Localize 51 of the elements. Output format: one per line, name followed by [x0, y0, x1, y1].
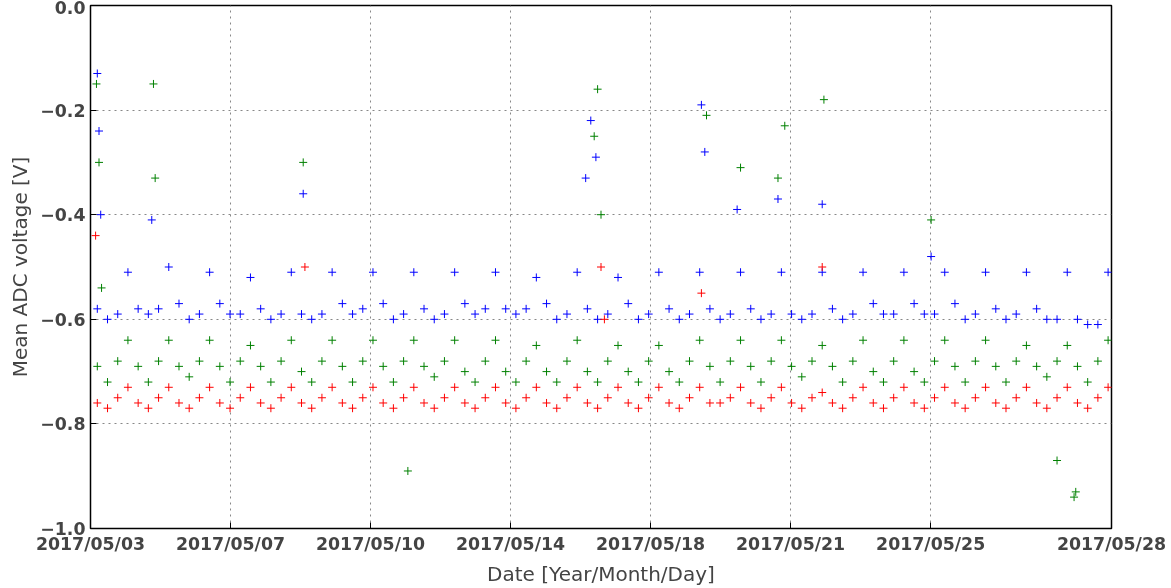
point — [403, 466, 413, 476]
point — [700, 147, 710, 157]
point — [147, 215, 157, 225]
point — [736, 163, 746, 173]
point — [817, 262, 827, 272]
point — [732, 204, 742, 214]
point — [596, 262, 606, 272]
point — [589, 131, 599, 141]
x-axis-title: Date [Year/Month/Day] — [487, 561, 715, 586]
point — [926, 252, 936, 262]
y-axis-title: Mean ADC voltage [V] — [8, 156, 33, 378]
point — [94, 126, 104, 136]
y-tick-label: −0.6 — [40, 309, 86, 330]
point — [94, 157, 104, 167]
point — [300, 262, 310, 272]
point — [591, 152, 601, 162]
y-tick-label: 0.0 — [54, 0, 86, 18]
point — [819, 95, 829, 105]
point — [586, 116, 596, 126]
point — [298, 189, 308, 199]
point — [581, 173, 591, 183]
point — [97, 283, 107, 293]
x-tick-label: 2017/05/07 — [175, 533, 286, 554]
point — [696, 100, 706, 110]
point — [593, 84, 603, 94]
y-tick-label: −0.4 — [40, 205, 86, 226]
point — [817, 199, 827, 209]
point — [926, 215, 936, 225]
x-tick-label: 2017/05/10 — [315, 533, 426, 554]
y-tick-label: −0.8 — [40, 414, 86, 435]
x-tick-label: 2017/05/28 — [1056, 533, 1167, 554]
point — [696, 288, 706, 298]
point — [702, 110, 711, 120]
y-tick-label: −0.2 — [40, 100, 86, 121]
point — [773, 173, 783, 183]
point — [1052, 456, 1062, 466]
point — [298, 157, 308, 167]
point — [596, 210, 606, 220]
x-tick-label: 2017/05/14 — [456, 533, 566, 554]
point — [599, 314, 609, 324]
point — [96, 210, 106, 220]
x-tick-label: 2017/05/18 — [596, 533, 706, 554]
point — [92, 68, 102, 78]
x-tick-label: 2017/05/25 — [876, 533, 986, 554]
point — [773, 194, 783, 204]
point — [150, 173, 160, 183]
point — [91, 231, 101, 241]
point — [780, 121, 790, 131]
point — [91, 79, 101, 89]
x-tick-label: 2017/05/21 — [736, 533, 846, 554]
point — [148, 79, 158, 89]
